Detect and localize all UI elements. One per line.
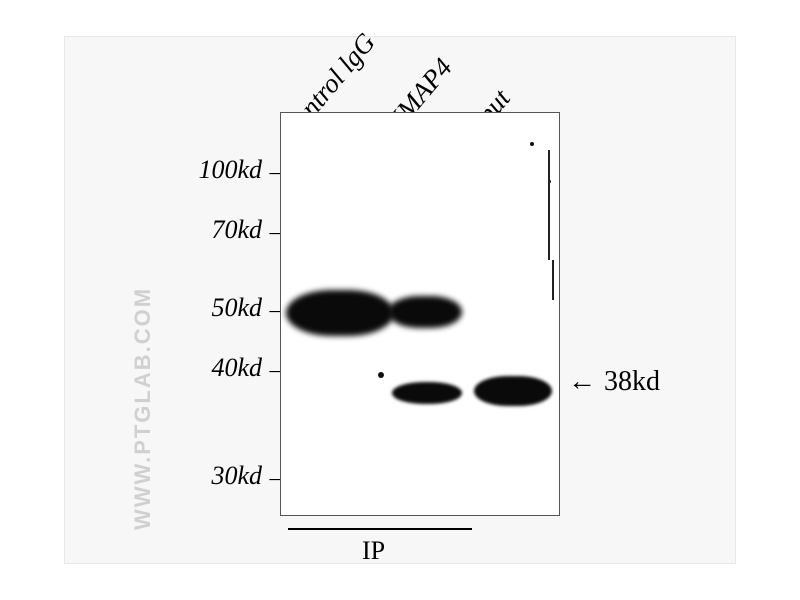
ip-label: IP	[362, 536, 385, 566]
artifact-streak	[548, 150, 550, 260]
mw-text: 50kd	[211, 293, 262, 322]
artifact-speck	[530, 142, 534, 146]
mw-label-30kd: 30kd→	[0, 461, 262, 491]
artifact-streak	[552, 260, 554, 300]
band-gimap4-lane2	[392, 382, 462, 404]
mw-label-70kd: 70kd→	[0, 215, 262, 245]
band-igg-heavy-lane2	[388, 296, 462, 328]
mw-text: 30kd	[211, 461, 262, 490]
watermark-text: WWW.PTGLAB.COM	[130, 287, 156, 530]
ip-bracket	[288, 528, 472, 530]
mw-text: 100kd	[198, 155, 262, 184]
band-gimap4-input	[474, 376, 552, 406]
band-igg-heavy-lane1	[286, 290, 394, 336]
mw-label-40kd: 40kd→	[0, 353, 262, 383]
mw-label-50kd: 50kd→	[0, 293, 262, 323]
mw-text: 70kd	[211, 215, 262, 244]
target-band-label: 38kd	[604, 366, 660, 398]
figure-root: WWW.PTGLAB.COM Control lgG GIMAP4 Input …	[0, 0, 800, 600]
arrow-left-icon: ←	[568, 366, 596, 398]
mw-label-100kd: 100kd→	[0, 155, 262, 185]
artifact-speck	[378, 372, 384, 378]
mw-text: 40kd	[211, 353, 262, 382]
